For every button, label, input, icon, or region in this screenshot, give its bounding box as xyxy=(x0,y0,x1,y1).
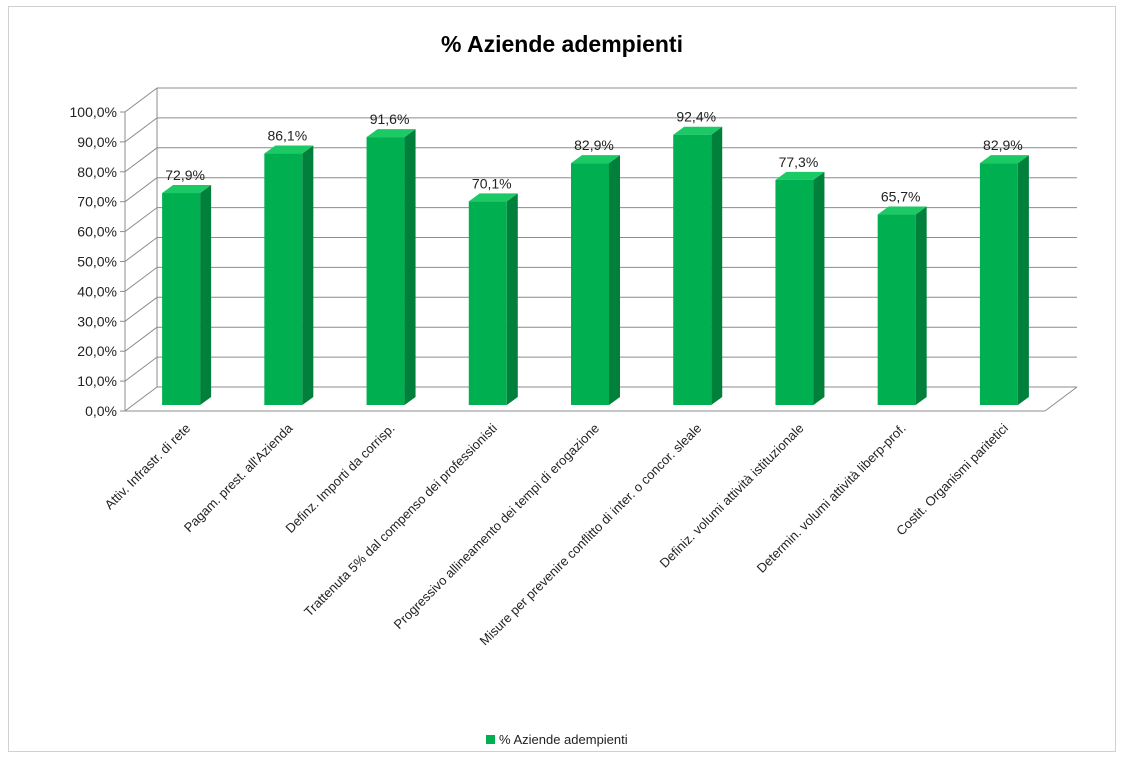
bar-front xyxy=(877,214,916,405)
gridline-depth xyxy=(124,296,158,322)
y-tick-label: 30,0% xyxy=(77,313,117,329)
y-tick-label: 10,0% xyxy=(77,373,117,389)
floor-right-edge xyxy=(1044,386,1078,412)
bar xyxy=(571,155,620,405)
y-tick-label: 80,0% xyxy=(77,164,117,180)
data-label: 72,9% xyxy=(165,167,205,183)
x-tick-label: Definz. Importi da corrisp. xyxy=(282,421,397,536)
gridline-depth xyxy=(124,117,158,143)
gridline-depth xyxy=(124,386,158,412)
bar-side xyxy=(609,155,620,405)
bar xyxy=(979,155,1029,405)
bar-top xyxy=(468,193,518,202)
bar-top xyxy=(775,171,825,180)
bar-top xyxy=(571,155,620,164)
bar-side xyxy=(1017,155,1029,405)
x-tick-label: Misure per prevenire conflitto di inter.… xyxy=(477,421,705,649)
bar xyxy=(673,126,723,405)
bar-top xyxy=(264,145,314,154)
bar-side xyxy=(404,129,416,405)
y-tick-label: 40,0% xyxy=(77,283,117,299)
bar-front xyxy=(775,179,814,405)
bar-top xyxy=(979,155,1029,164)
x-tick-label: Pagam. prest. all'Azienda xyxy=(181,420,296,535)
bar xyxy=(775,171,825,405)
bar xyxy=(877,206,927,405)
gridline-depth xyxy=(124,356,158,382)
bar-front xyxy=(468,201,507,405)
gridline-depth xyxy=(124,147,158,173)
x-tick-label: Attiv. Infrastr. di rete xyxy=(102,421,194,513)
bar-front xyxy=(979,163,1018,405)
gridline-depth xyxy=(124,326,158,352)
data-label: 70,1% xyxy=(472,175,512,191)
bar-side xyxy=(915,206,927,405)
y-tick-label: 70,0% xyxy=(77,194,117,210)
bar-side xyxy=(200,185,212,405)
x-tick-label: Costit. Organismi paritetici xyxy=(893,420,1011,538)
y-axis: 0,0% 10,0% 20,0% 30,0% 40,0% 50,0% 60,0% 70,0% 8… xyxy=(70,104,125,419)
data-label: 77,3% xyxy=(779,154,819,170)
gridline-depth xyxy=(124,177,158,203)
bar xyxy=(162,185,212,405)
chart-title: % Aziende adempienti xyxy=(441,31,683,57)
bar-front xyxy=(571,163,609,405)
bar-top xyxy=(366,129,416,138)
bar-front xyxy=(366,137,405,405)
bar-side xyxy=(711,126,723,405)
bar-front xyxy=(673,134,712,405)
y-tick-label: 0,0% xyxy=(85,403,117,419)
bar-side xyxy=(506,193,518,405)
bar-top xyxy=(162,185,212,194)
bar-side xyxy=(302,145,314,405)
bar-front xyxy=(264,153,303,405)
y-tick-label: 60,0% xyxy=(77,224,117,240)
legend-swatch xyxy=(486,735,495,744)
legend: % Aziende adempienti xyxy=(486,732,628,747)
bar-top xyxy=(673,126,723,135)
bar-side xyxy=(813,171,825,405)
gridline-depth xyxy=(124,237,158,262)
data-label: 65,7% xyxy=(881,189,921,205)
data-label: 82,9% xyxy=(574,137,614,153)
bars: 72,9% 86,1% 91,6% 70,1% 82,9% 92,4% 77,3% 65,7%… xyxy=(162,109,1029,405)
bar xyxy=(366,129,416,405)
bar-front xyxy=(162,193,201,405)
gridline-depth xyxy=(124,266,158,292)
data-label: 86,1% xyxy=(267,128,307,144)
bar-top xyxy=(877,206,927,215)
data-label: 82,9% xyxy=(983,137,1023,153)
gridline-depth xyxy=(124,207,158,233)
data-label: 91,6% xyxy=(370,111,410,127)
x-tick-label: Trattenuta 5% dal compenso dei professio… xyxy=(301,420,500,619)
y-tick-label: 50,0% xyxy=(77,254,117,270)
legend-label: % Aziende adempienti xyxy=(499,732,628,747)
y-tick-label: 100,0% xyxy=(70,104,117,120)
data-label: 92,4% xyxy=(676,109,716,125)
y-tick-label: 90,0% xyxy=(77,134,117,150)
x-tick-label: Progressivo allineamento dei tempi di er… xyxy=(391,421,602,632)
bar xyxy=(264,145,314,405)
bar xyxy=(468,193,518,405)
gridline-depth xyxy=(124,87,158,113)
y-tick-label: 20,0% xyxy=(77,343,117,359)
